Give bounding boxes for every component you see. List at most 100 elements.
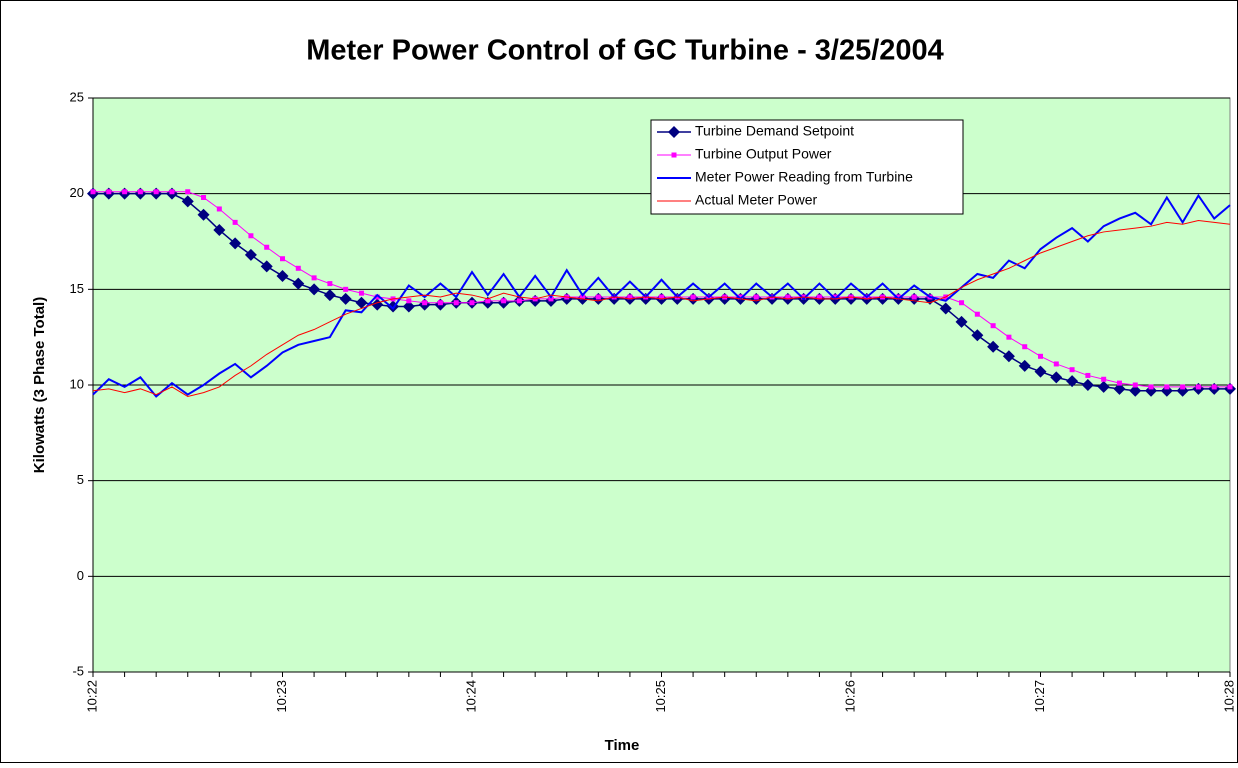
legend-label: Actual Meter Power (695, 192, 817, 208)
square-marker (990, 323, 996, 329)
square-marker (832, 294, 838, 300)
diamond-marker (197, 208, 210, 221)
square-marker (1195, 384, 1201, 390)
square-marker (232, 219, 238, 225)
square-marker (153, 189, 159, 195)
diamond-marker (1145, 384, 1158, 397)
y-tick-label: 10 (70, 376, 84, 391)
square-marker (343, 286, 349, 292)
y-tick-label: 5 (77, 472, 84, 487)
square-marker (169, 189, 175, 195)
diamond-marker (229, 237, 242, 250)
diamond-marker (292, 277, 305, 290)
x-tick-label: 10:22 (84, 680, 99, 713)
square-marker (1164, 384, 1170, 390)
diamond-marker (1160, 384, 1173, 397)
square-marker (311, 275, 317, 281)
y-tick-label: 20 (70, 185, 84, 200)
legend-marker (671, 152, 677, 158)
square-marker (816, 294, 822, 300)
diamond-marker (1097, 380, 1110, 393)
x-tick-label: 10:23 (274, 680, 289, 713)
y-tick-label: 0 (77, 568, 84, 583)
square-marker (1227, 384, 1233, 390)
square-marker (248, 233, 254, 239)
y-axis-label: Kilowatts (3 Phase Total) (31, 297, 48, 473)
diamond-marker (1176, 384, 1189, 397)
x-tick-label: 10:25 (653, 680, 668, 713)
square-marker (1180, 384, 1186, 390)
square-marker (122, 189, 128, 195)
diamond-marker (1002, 350, 1015, 363)
diamond-marker (1050, 371, 1063, 384)
legend-label: Meter Power Reading from Turbine (695, 169, 913, 185)
square-marker (974, 311, 980, 317)
square-marker (358, 290, 364, 296)
square-marker (437, 300, 443, 306)
series-line (92, 193, 1231, 398)
square-marker (137, 189, 143, 195)
square-marker (1006, 334, 1012, 340)
diamond-marker (308, 283, 321, 296)
square-marker (1085, 372, 1091, 378)
square-marker (1022, 344, 1028, 350)
x-tick-label: 10:28 (1221, 680, 1236, 713)
diamond-marker (402, 300, 415, 313)
square-marker (90, 189, 96, 195)
legend-box (650, 119, 964, 215)
x-tick-label: 10:26 (842, 680, 857, 713)
square-marker (485, 298, 491, 304)
square-marker (1211, 384, 1217, 390)
square-marker (216, 206, 222, 212)
square-marker (516, 298, 522, 304)
legend-marker (668, 126, 680, 138)
square-marker (295, 265, 301, 271)
square-marker (785, 294, 791, 300)
square-marker (469, 300, 475, 306)
diamond-marker (955, 315, 968, 328)
diamond-marker (971, 329, 984, 342)
y-tick-label: 25 (70, 89, 84, 104)
square-marker (501, 298, 507, 304)
square-marker (1116, 380, 1122, 386)
diamond-marker (323, 289, 336, 302)
diamond-marker (1129, 384, 1142, 397)
square-marker (374, 294, 380, 300)
diamond-marker (1066, 375, 1079, 388)
diamond-marker (1034, 365, 1047, 378)
square-marker (959, 300, 965, 306)
chart-title: Meter Power Control of GC Turbine - 3/25… (306, 35, 944, 67)
diamond-marker (1018, 359, 1031, 372)
square-marker (1132, 382, 1138, 388)
diamond-marker (260, 260, 273, 273)
x-tick-label: 10:24 (463, 680, 478, 713)
square-marker (753, 294, 759, 300)
x-axis-label: Time (605, 737, 640, 754)
legend-label: Turbine Output Power (695, 146, 832, 162)
square-marker (895, 294, 901, 300)
square-marker (1101, 376, 1107, 382)
square-marker (548, 296, 554, 302)
square-marker (1053, 361, 1059, 367)
diamond-marker (339, 292, 352, 305)
square-marker (737, 294, 743, 300)
diamond-marker (181, 195, 194, 208)
square-marker (106, 189, 112, 195)
square-marker (659, 294, 664, 300)
square-marker (690, 294, 696, 300)
diamond-marker (244, 248, 257, 261)
square-marker (406, 298, 412, 304)
y-tick-label: 15 (70, 281, 84, 296)
square-marker (422, 300, 428, 306)
diamond-marker (939, 302, 952, 315)
diamond-marker (276, 269, 289, 282)
square-marker (1069, 367, 1075, 373)
square-marker (580, 294, 586, 300)
diamond-marker (1113, 382, 1126, 395)
series-line (92, 219, 1231, 398)
legend-label: Turbine Demand Setpoint (695, 123, 854, 139)
diamond-marker (355, 296, 368, 309)
square-marker (453, 300, 459, 306)
square-marker (185, 189, 191, 195)
x-tick-label: 10:27 (1032, 680, 1047, 713)
